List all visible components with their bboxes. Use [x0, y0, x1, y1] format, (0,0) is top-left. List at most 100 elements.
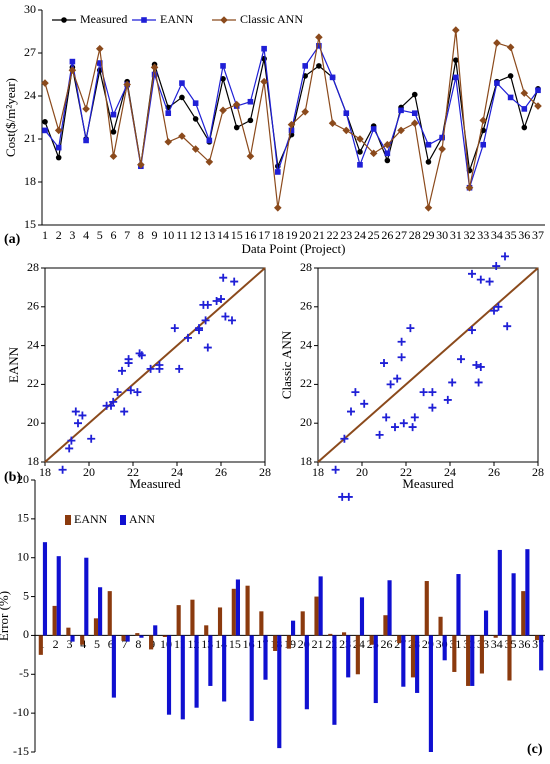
x-tick-label: 25: [368, 228, 380, 242]
x-tick-label: 2: [53, 637, 59, 651]
x-tick-label: 21: [312, 637, 324, 651]
x-tick-label: 27: [395, 228, 407, 242]
point: [288, 127, 295, 134]
x-tick-label: 3: [69, 228, 75, 242]
point: [78, 411, 87, 420]
x-tick-label: 30: [436, 228, 448, 242]
legend-swatch: [120, 515, 126, 525]
bar: [263, 635, 268, 680]
point: [206, 137, 213, 144]
x-tick-label: 36: [518, 228, 530, 242]
x-tick-label: 28: [259, 465, 271, 479]
bar: [135, 633, 140, 636]
point: [457, 355, 465, 364]
point: [113, 388, 122, 397]
point: [179, 94, 185, 101]
bar: [66, 627, 71, 636]
point: [150, 63, 159, 72]
bar: [438, 616, 443, 636]
point: [164, 138, 173, 146]
bar: [125, 635, 130, 642]
series-line: [44, 29, 539, 208]
point: [110, 129, 117, 135]
x-tick-label: 5: [97, 228, 103, 242]
point: [247, 98, 254, 105]
y-axis-label: EANN: [6, 346, 21, 383]
point: [360, 399, 369, 408]
bar: [493, 635, 498, 638]
point: [102, 401, 111, 410]
point: [398, 107, 404, 114]
point: [123, 80, 131, 89]
point: [42, 119, 48, 125]
point: [411, 91, 418, 98]
bar: [507, 635, 512, 681]
point: [397, 337, 406, 346]
point: [192, 100, 199, 106]
reference-line: [44, 267, 266, 463]
x-tick-label: 5: [94, 637, 100, 651]
point: [383, 140, 392, 149]
y-tick-label: 0: [23, 627, 29, 641]
x-tick-label: 31: [450, 228, 462, 242]
point: [340, 434, 349, 443]
point: [179, 80, 185, 86]
bar: [176, 605, 181, 636]
y-tick-label: 28: [300, 260, 312, 274]
legend-label: Measured: [80, 12, 127, 26]
bar: [300, 611, 305, 636]
point: [492, 262, 501, 271]
panel-label: (b): [4, 470, 21, 485]
x-tick-label: 28: [532, 465, 544, 479]
x-tick-label: 13: [203, 228, 215, 242]
bar: [273, 635, 278, 651]
point: [261, 45, 267, 52]
point: [302, 63, 308, 69]
x-tick-label: 21: [313, 228, 325, 242]
point: [170, 324, 179, 333]
point: [82, 105, 90, 113]
point: [146, 364, 155, 373]
bar: [525, 549, 530, 636]
point: [476, 362, 485, 371]
point: [357, 149, 363, 155]
legend-label: ANN: [129, 512, 155, 526]
point: [55, 154, 62, 161]
bar: [497, 549, 502, 636]
x-tick-label: 26: [381, 228, 393, 242]
point: [479, 116, 488, 125]
point: [419, 388, 428, 397]
x-tick-label: 19: [286, 228, 298, 242]
point: [87, 434, 96, 443]
point: [453, 57, 459, 63]
x-axis-label: Measured: [402, 476, 454, 491]
bar: [204, 625, 209, 636]
bar: [410, 635, 416, 678]
point: [135, 349, 144, 358]
point: [58, 465, 67, 474]
bar: [222, 635, 227, 702]
point: [425, 159, 432, 165]
x-tick-label: 26: [488, 465, 500, 479]
point: [124, 359, 133, 368]
y-tick-label: -10: [13, 705, 29, 719]
y-tick-label: 20: [300, 415, 312, 429]
legend-marker: [220, 16, 228, 24]
point: [397, 353, 406, 362]
point: [535, 87, 541, 94]
point: [465, 183, 474, 192]
point: [175, 364, 184, 373]
x-tick-label: 7: [124, 228, 130, 242]
point: [315, 33, 323, 42]
point: [506, 43, 515, 52]
point: [369, 149, 378, 158]
bar: [286, 635, 291, 649]
bar: [56, 556, 61, 636]
point: [287, 120, 296, 129]
y-tick-label: 18: [24, 174, 36, 188]
legend-swatch: [65, 515, 71, 525]
point: [65, 444, 74, 453]
point: [507, 73, 514, 79]
point: [443, 395, 452, 404]
x-tick-label: 22: [400, 465, 412, 479]
